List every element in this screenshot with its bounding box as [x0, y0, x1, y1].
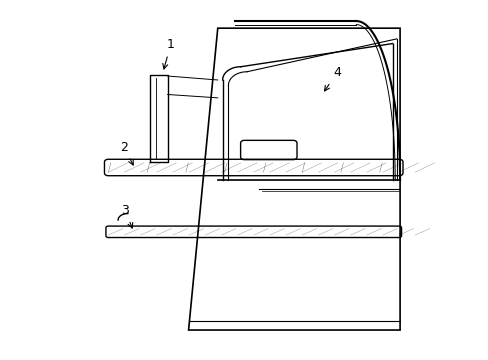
Text: 3: 3 [121, 204, 132, 228]
Text: 4: 4 [324, 66, 340, 91]
Text: 2: 2 [120, 141, 133, 165]
Text: 1: 1 [163, 39, 174, 69]
